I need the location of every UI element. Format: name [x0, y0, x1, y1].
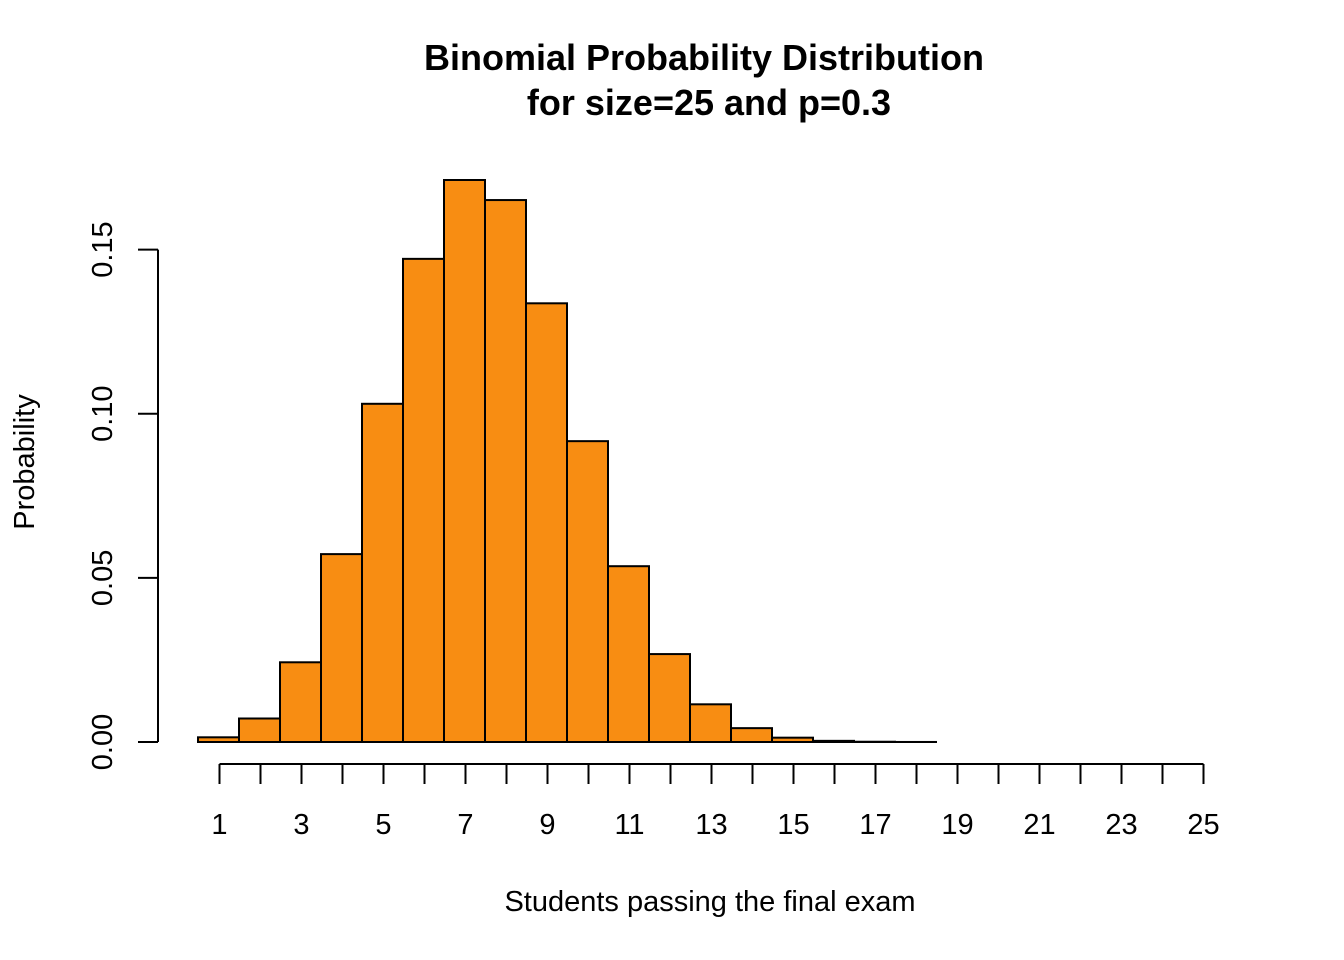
bar-9 — [525, 302, 568, 743]
chart-subtitle: for size=25 and p=0.3 — [527, 82, 891, 123]
chart-title: Binomial Probability Distribution — [424, 37, 984, 78]
x-tick-label: 25 — [1187, 809, 1219, 841]
bars-group — [197, 179, 937, 744]
x-axis: 1 3 5 7 9 11 13 15 17 19 21 23 25 — [211, 763, 1220, 841]
x-tick-label: 13 — [695, 809, 727, 841]
x-axis-label: Students passing the final exam — [504, 886, 915, 918]
x-tick-label: 5 — [375, 809, 391, 841]
y-axis-label: Probability — [9, 394, 41, 530]
bar-2 — [238, 717, 281, 744]
x-tick-label: 3 — [293, 809, 309, 841]
bar-15 — [771, 736, 814, 743]
x-tick-label: 1 — [211, 809, 227, 841]
x-tick-label: 17 — [859, 809, 891, 841]
x-tick-label: 15 — [777, 809, 809, 841]
bar-4 — [320, 553, 363, 743]
bar-12 — [648, 653, 691, 743]
x-tick-label: 7 — [457, 809, 473, 841]
bar-8 — [484, 199, 527, 743]
bar-11 — [607, 565, 650, 744]
bar-14 — [730, 727, 773, 744]
bar-7 — [443, 179, 486, 743]
y-tick-label: 0.10 — [87, 385, 119, 441]
x-tick-label: 19 — [941, 809, 973, 841]
bar-13 — [689, 703, 732, 743]
bar-6 — [402, 257, 445, 743]
y-tick-label: 0.00 — [87, 714, 119, 770]
bar-10 — [566, 440, 609, 743]
y-axis: 0.00 0.05 0.10 0.15 — [87, 221, 159, 770]
x-tick-label: 11 — [614, 809, 644, 841]
bar-3 — [279, 661, 322, 743]
bar-16 — [812, 739, 855, 744]
x-tick-label: 21 — [1023, 809, 1055, 841]
y-tick-label: 0.05 — [87, 550, 119, 606]
bar-1 — [197, 736, 240, 743]
x-tick-label: 9 — [539, 809, 555, 841]
bar-5 — [361, 402, 404, 743]
x-tick-label: 23 — [1105, 809, 1137, 841]
y-tick-label: 0.15 — [87, 221, 119, 277]
